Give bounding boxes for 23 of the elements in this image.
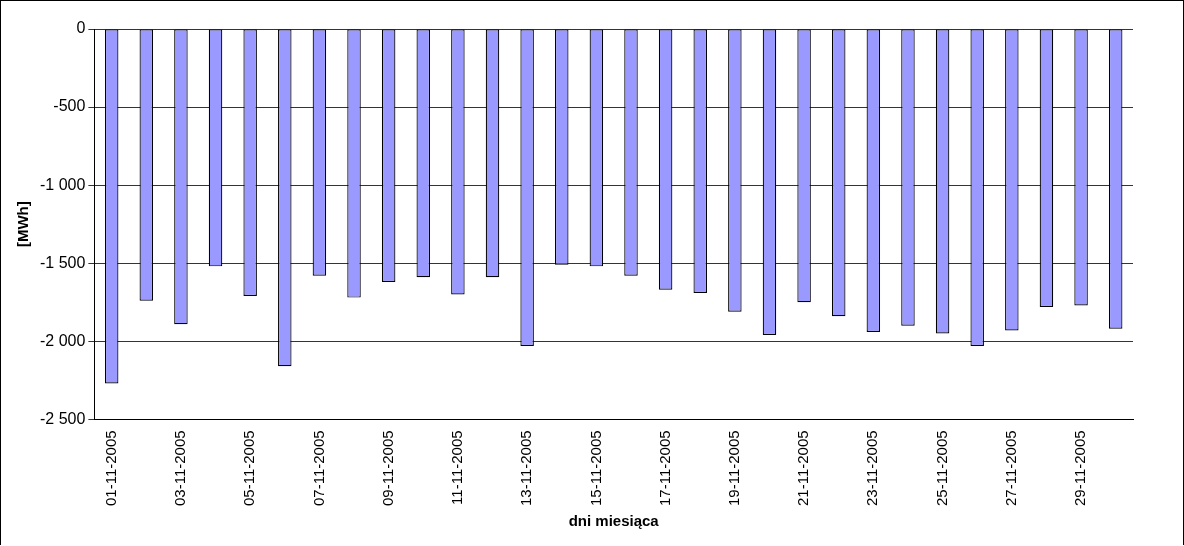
x-tick-label: 19-11-2005 xyxy=(725,430,742,507)
x-tick-label: 13-11-2005 xyxy=(517,430,535,507)
x-axis-title: dni miesiąca xyxy=(568,512,660,530)
x-tick-label: 17-11-2005 xyxy=(655,430,673,507)
x-tick-label: 01-11-2005 xyxy=(101,430,119,507)
x-tick-label: 15-11-2005 xyxy=(586,430,604,507)
x-tick-label: 25-11-2005 xyxy=(932,430,950,507)
y-tick-label: -500 xyxy=(53,97,86,115)
x-tick-label: 23-11-2005 xyxy=(863,430,881,507)
x-tick-label: 27-11-2005 xyxy=(1001,430,1019,507)
x-tick-label: 05-11-2005 xyxy=(240,430,258,507)
x-tick-label: 03-11-2005 xyxy=(171,430,189,507)
y-tick-label: -1 500 xyxy=(39,253,86,271)
x-tick-label: 07-11-2005 xyxy=(309,430,327,507)
x-tick-label: 21-11-2005 xyxy=(794,430,812,507)
x-tick-label: 09-11-2005 xyxy=(378,430,396,507)
x-tick-label: 29-11-2005 xyxy=(1071,430,1089,507)
x-tick-label: 11-11-2005 xyxy=(448,430,466,505)
y-tick-label: -2 000 xyxy=(39,331,86,349)
y-tick-label: -2 500 xyxy=(39,409,86,427)
y-axis-title: [MWh] xyxy=(14,201,32,248)
y-tick-label: -1 000 xyxy=(39,175,86,193)
y-tick-label: 0 xyxy=(76,19,86,37)
